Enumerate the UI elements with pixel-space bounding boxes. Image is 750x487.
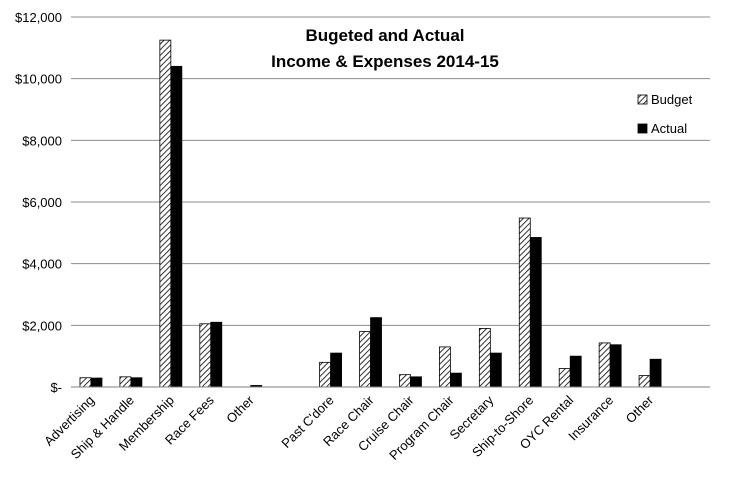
y-tick-label: $- [50,380,62,395]
legend: Budget Actual [637,92,693,136]
y-tick-label: $12,000 [15,10,62,25]
bar-series [79,39,662,388]
bar-actual [529,237,542,388]
bar-actual [90,377,103,388]
bar-budget [79,377,92,388]
bar-actual [170,65,183,388]
y-tick-label: $4,000 [22,257,62,272]
bar-actual [330,352,342,388]
chart-title-line-1: Bugeted and Actual [306,26,465,45]
bar-budget [598,342,611,388]
x-category-label: Other [223,392,257,426]
bar-budget [199,323,212,388]
y-axis-ticks: $- $2,000 $4,000 $6,000 $8,000 $10,000 $12,000 [15,10,62,395]
y-tick-label: $10,000 [15,72,62,87]
x-category-label: Other [623,392,657,426]
bar-actual [649,358,662,388]
legend-swatch-budget [637,94,648,105]
bar-actual [450,372,462,388]
bar-actual [370,317,382,388]
bar-budget [319,361,331,388]
chart-title-line-2: Income & Expenses 2014-15 [271,52,499,71]
bar-actual [569,355,582,388]
bar-budget [558,368,571,388]
bar-budget [478,328,491,388]
bar-budget [638,375,651,388]
bar-actual [489,352,502,388]
legend-label-budget: Budget [651,92,693,107]
bar-budget [119,376,132,388]
bar-budget [518,217,531,388]
y-tick-label: $8,000 [22,133,62,148]
bar-budget [359,331,371,388]
bar-actual [609,344,622,388]
bar-budget [159,39,172,388]
y-tick-label: $2,000 [22,318,62,333]
bar-actual [410,376,422,388]
bar-actual [210,321,223,388]
legend-swatch-actual [637,123,648,134]
bar-actual [130,377,143,388]
legend-label-actual: Actual [651,121,687,136]
y-tick-label: $6,000 [22,195,62,210]
bar-budget [399,374,411,388]
bar-budget [439,346,451,388]
